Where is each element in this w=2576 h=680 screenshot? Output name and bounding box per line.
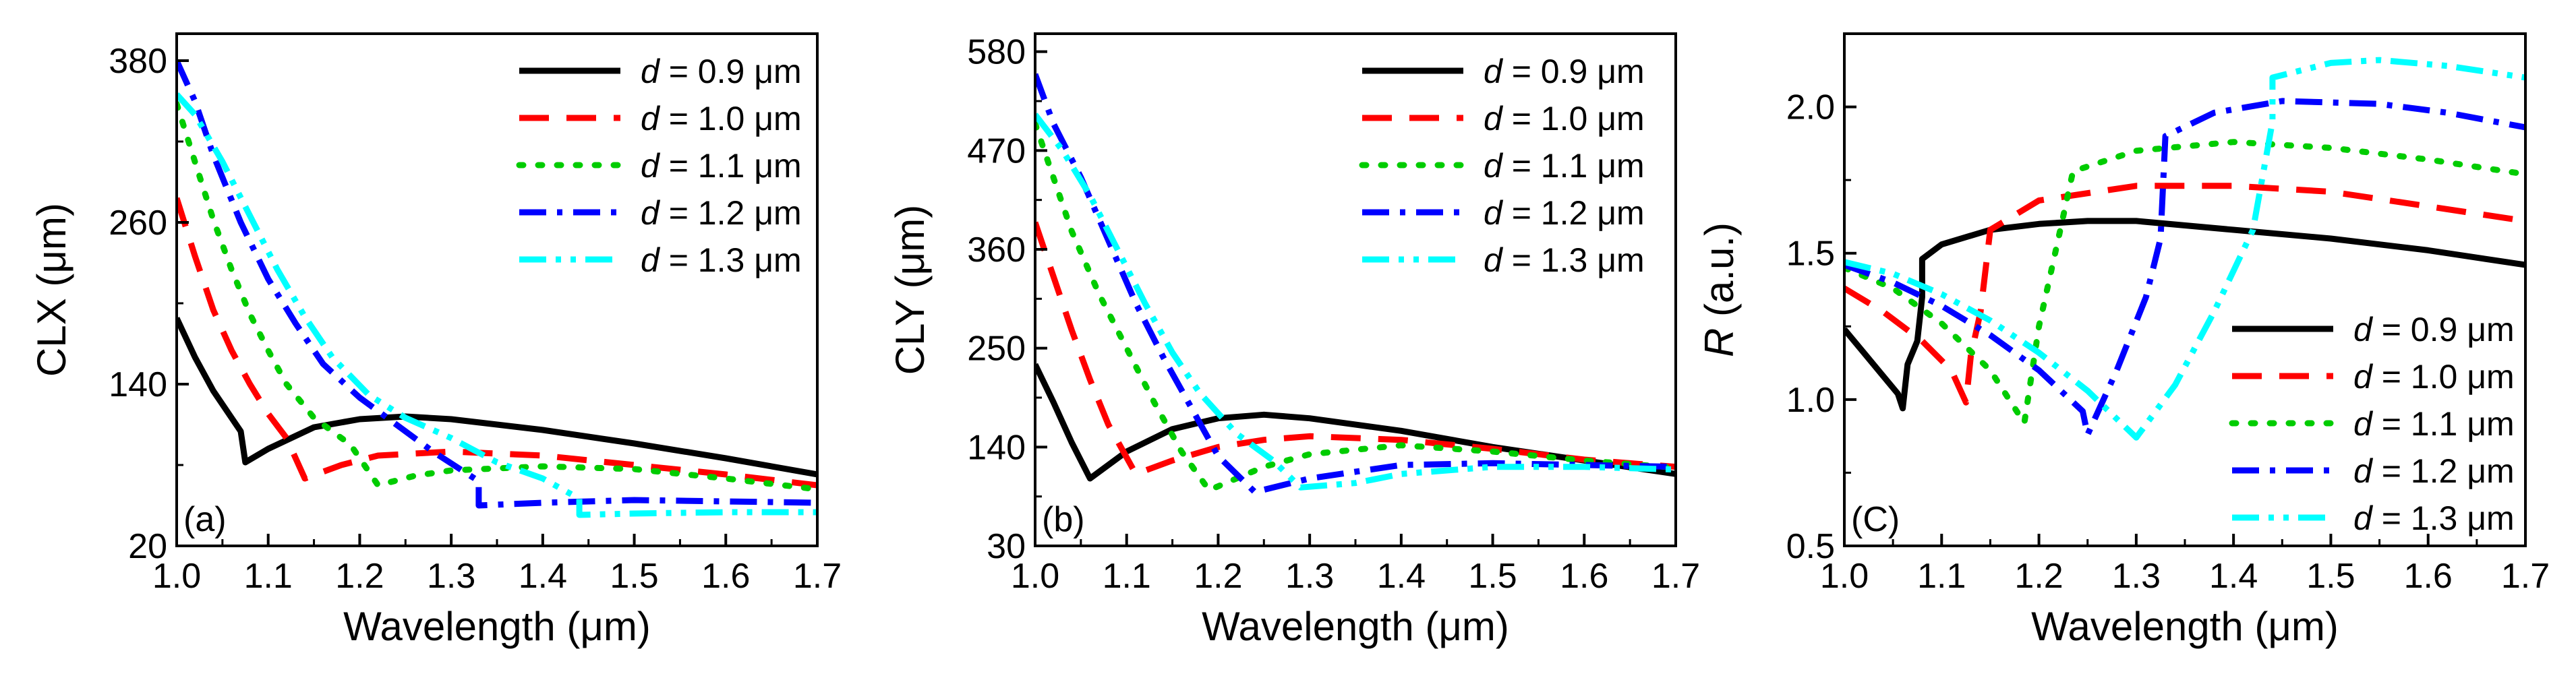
series-line-d-1-1-m [1035, 120, 1676, 493]
y-tick-label: 380 [109, 42, 167, 81]
series-line-d-1-0-m [177, 197, 817, 489]
panel-c: 1.0 1.1 1.2 1.3 1.4 1.5 1.6 1.70.51.01.52.0Wave… [1697, 32, 2550, 649]
legend-label-d-0-9-m: d = 0.9 μm [2353, 311, 2515, 348]
y-tick-label: 2.0 [1786, 88, 1835, 127]
series-line-d-1-0-m [1035, 221, 1676, 477]
series-line-d-1-2-m [177, 59, 817, 509]
x-tick-label: 1.3 [427, 557, 475, 596]
x-tick-label: 1.0 [1820, 557, 1869, 596]
legend-label-d-1-0-m: d = 1.0 μm [2353, 358, 2515, 396]
y-axis-label: CLX (μm) [29, 203, 74, 377]
legend-label-d-1-1-m: d = 1.1 μm [641, 147, 802, 185]
x-tick-label: 1.3 [2112, 557, 2161, 596]
series-line-d-1-3-m [1844, 57, 2525, 441]
x-tick-label: 1.0 [152, 557, 201, 596]
legend-label-d-1-1-m: d = 1.1 μm [1484, 147, 1645, 185]
x-axis-label: Wavelength (μm) [343, 604, 651, 649]
x-tick-label: 1.3 [1285, 557, 1334, 596]
x-tick-label: 1.5 [610, 557, 658, 596]
legend-label-d-1-3-m: d = 1.3 μm [641, 241, 802, 279]
x-tick-label: 1.5 [2306, 557, 2355, 596]
y-tick-label: 470 [967, 131, 1026, 171]
x-tick-label: 1.2 [2014, 557, 2063, 596]
legend-label-d-0-9-m: d = 0.9 μm [1484, 53, 1645, 90]
legend-label-d-0-9-m: d = 0.9 μm [641, 53, 802, 90]
panel-b: 1.0 1.1 1.2 1.3 1.4 1.5 1.6 1.7 30 140 250 360 470 58… [887, 32, 1700, 649]
x-tick-label: 1.7 [2501, 557, 2550, 596]
x-tick-label: 1.1 [244, 557, 293, 596]
x-tick-label: 1.2 [335, 557, 384, 596]
panel-label: (a) [183, 500, 227, 539]
y-tick-label: 140 [967, 428, 1026, 467]
legend-label-d-1-0-m: d = 1.0 μm [1484, 100, 1645, 137]
x-tick-label: 1.5 [1468, 557, 1517, 596]
y-axis-label: CLY (μm) [887, 205, 933, 375]
y-tick-label: 30 [987, 527, 1026, 566]
y-tick-label: 1.0 [1786, 381, 1835, 420]
x-tick-label: 1.1 [1103, 557, 1151, 596]
x-tick-label: 1.4 [2209, 557, 2258, 596]
panel-label: (b) [1042, 500, 1085, 539]
series-line-d-0-9-m [177, 317, 817, 478]
x-tick-label: 1.4 [519, 557, 567, 596]
series-line-d-1-2-m [1844, 98, 2525, 438]
x-tick-label: 1.4 [1377, 557, 1426, 596]
x-tick-label: 1.0 [1011, 557, 1059, 596]
legend-label-d-1-2-m: d = 1.2 μm [2353, 452, 2515, 490]
x-tick-label: 1.2 [1194, 557, 1242, 596]
y-tick-label: 1.5 [1786, 235, 1835, 274]
x-tick-label: 1.6 [701, 557, 750, 596]
y-tick-label: 580 [967, 33, 1026, 72]
legend-label-d-1-3-m: d = 1.3 μm [2353, 499, 2515, 537]
series-line-d-1-3-m [177, 92, 817, 518]
x-tick-label: 1.6 [2404, 557, 2453, 596]
x-tick-label: 1.7 [793, 557, 842, 596]
series-line-d-1-1-m [1844, 139, 2525, 427]
y-tick-label: 20 [128, 527, 167, 566]
series-line-d-1-0-m [1844, 183, 2525, 406]
y-tick-label: 250 [967, 330, 1026, 369]
x-axis-label: Wavelength (μm) [2031, 604, 2339, 649]
y-tick-label: 360 [967, 230, 1026, 270]
y-tick-label: 260 [109, 204, 167, 243]
series-line-d-1-3-m [1035, 113, 1676, 491]
panel-label: (C) [1851, 500, 1900, 539]
y-axis-label: R (a.u.) [1697, 222, 1742, 357]
legend-label-d-1-0-m: d = 1.0 μm [641, 100, 802, 137]
x-axis-label: Wavelength (μm) [1202, 604, 1509, 649]
legend-label-d-1-2-m: d = 1.2 μm [641, 194, 802, 232]
x-tick-label: 1.7 [1651, 557, 1700, 596]
y-tick-label: 140 [109, 365, 167, 404]
panel-a: 1.0 1.1 1.2 1.3 1.4 1.5 1.6 1.7 20 140 260 380 Wavel… [29, 32, 842, 649]
legend-label-d-1-1-m: d = 1.1 μm [2353, 405, 2515, 443]
x-tick-label: 1.1 [1917, 557, 1966, 596]
x-tick-label: 1.6 [1560, 557, 1608, 596]
series-line-d-1-1-m [177, 100, 817, 493]
legend-label-d-1-3-m: d = 1.3 μm [1484, 241, 1645, 279]
legend-label-d-1-2-m: d = 1.2 μm [1484, 194, 1645, 232]
y-tick-label: 0.5 [1786, 527, 1835, 566]
